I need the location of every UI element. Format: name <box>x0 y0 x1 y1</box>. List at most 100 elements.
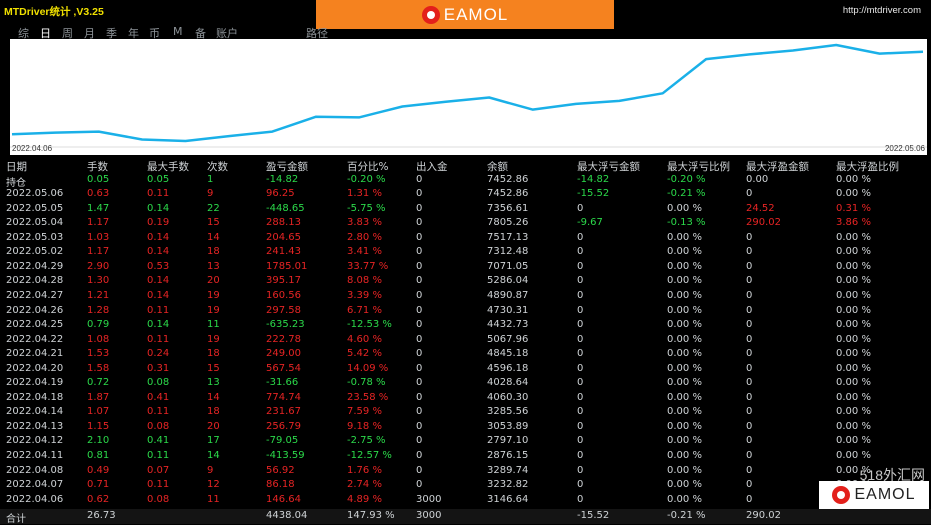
cell-date: 2022.04.11 <box>6 450 63 461</box>
cell-pnl: 1785.01 <box>266 261 307 272</box>
cell-max-lots: 0.41 <box>147 392 169 403</box>
cell-pnl: -79.05 <box>266 435 298 446</box>
cell-date: 2022.04.20 <box>6 363 63 374</box>
cell-lots: 1.30 <box>87 275 109 286</box>
cell-flow: 0 <box>416 334 422 345</box>
cell-max-float-profit-pct: 0.31 % <box>836 203 871 214</box>
cell-max-float-profit-pct: 0.00 % <box>836 392 871 403</box>
cell-max-float-profit-pct: 0.00 % <box>836 232 871 243</box>
cell-flow: 0 <box>416 435 422 446</box>
cell-balance: 3232.82 <box>487 479 528 490</box>
cell-max-float-loss-pct: 0.00 % <box>667 435 702 446</box>
cell-pnl: 241.43 <box>266 246 301 257</box>
cell-date: 2022.04.26 <box>6 305 63 316</box>
cell-max-float-profit-pct: 0.00 % <box>836 261 871 272</box>
cell-pnl: 160.56 <box>266 290 301 301</box>
cell-max-float-loss-pct: 0.00 % <box>667 261 702 272</box>
cell-flow: 0 <box>416 275 422 286</box>
total-max-float-profit: 290.02 <box>746 510 781 521</box>
cell-lots: 1.17 <box>87 246 109 257</box>
cell-pnl: 222.78 <box>266 334 301 345</box>
cell-balance: 3285.56 <box>487 406 528 417</box>
site-link[interactable]: http://mtdriver.com <box>843 5 921 16</box>
cell-count: 15 <box>207 217 220 228</box>
cell-count: 19 <box>207 305 220 316</box>
cell-max-float-profit: 0 <box>746 392 752 403</box>
cell-max-float-loss-pct: 0.00 % <box>667 305 702 316</box>
cell-max-float-loss: 0 <box>577 246 583 257</box>
cell-max-float-loss-pct: 0.00 % <box>667 450 702 461</box>
watermark-logo-icon <box>832 486 850 504</box>
cell-pct: 3.83 % <box>347 217 382 228</box>
cell-count: 11 <box>207 319 220 330</box>
cell-flow: 0 <box>416 319 422 330</box>
equity-chart: 2022.04.06 2022.05.06 <box>10 39 927 155</box>
cell-max-float-profit-pct: 0.00 % <box>836 421 871 432</box>
chart-start-date: 2022.04.06 <box>12 144 52 153</box>
cell-max-lots: 0.07 <box>147 465 169 476</box>
cell-count: 19 <box>207 334 220 345</box>
cell-flow: 0 <box>416 290 422 301</box>
cell-pct: -12.53 % <box>347 319 392 330</box>
cell-pct: 8.08 % <box>347 275 382 286</box>
cell-count: 15 <box>207 363 220 374</box>
cell-max-float-loss-pct: 0.00 % <box>667 392 702 403</box>
cell-date: 2022.04.25 <box>6 319 63 330</box>
cell-max-float-loss-pct: 0.00 % <box>667 377 702 388</box>
cell-flow: 0 <box>416 450 422 461</box>
chart-end-date: 2022.05.06 <box>885 144 925 153</box>
cell-max-lots: 0.11 <box>147 305 169 316</box>
tab-7[interactable]: M <box>173 25 183 38</box>
cell-max-lots: 0.14 <box>147 246 169 257</box>
cell-pnl: 297.58 <box>266 305 301 316</box>
cell-pnl: 288.13 <box>266 217 301 228</box>
cell-max-float-loss-pct: 0.00 % <box>667 203 702 214</box>
cell-max-float-profit-pct: 0.00 % <box>836 334 871 345</box>
cell-date: 2022.04.29 <box>6 261 63 272</box>
cell-lots: 1.21 <box>87 290 109 301</box>
cell-pct: 2.74 % <box>347 479 382 490</box>
cell-max-float-profit: 0 <box>746 305 752 316</box>
cell-pct: 23.58 % <box>347 392 388 403</box>
cell-max-float-profit-pct: 0.00 % <box>836 363 871 374</box>
cell-count: 19 <box>207 290 220 301</box>
cell-balance: 4890.87 <box>487 290 528 301</box>
cell-flow: 0 <box>416 363 422 374</box>
cell-balance: 3146.64 <box>487 494 528 505</box>
cell-max-float-profit-pct: 0.00 % <box>836 246 871 257</box>
cell-count: 13 <box>207 377 220 388</box>
cell-pct: 1.76 % <box>347 465 382 476</box>
cell-max-float-loss: -14.82 <box>577 174 609 185</box>
cell-balance: 4845.18 <box>487 348 528 359</box>
cell-balance: 7312.48 <box>487 246 528 257</box>
cell-count: 18 <box>207 348 220 359</box>
cell-max-float-profit-pct: 0.00 % <box>836 406 871 417</box>
cell-max-float-loss: 0 <box>577 305 583 316</box>
cell-lots: 1.53 <box>87 348 109 359</box>
cell-max-float-loss: 0 <box>577 494 583 505</box>
cell-lots: 1.03 <box>87 232 109 243</box>
